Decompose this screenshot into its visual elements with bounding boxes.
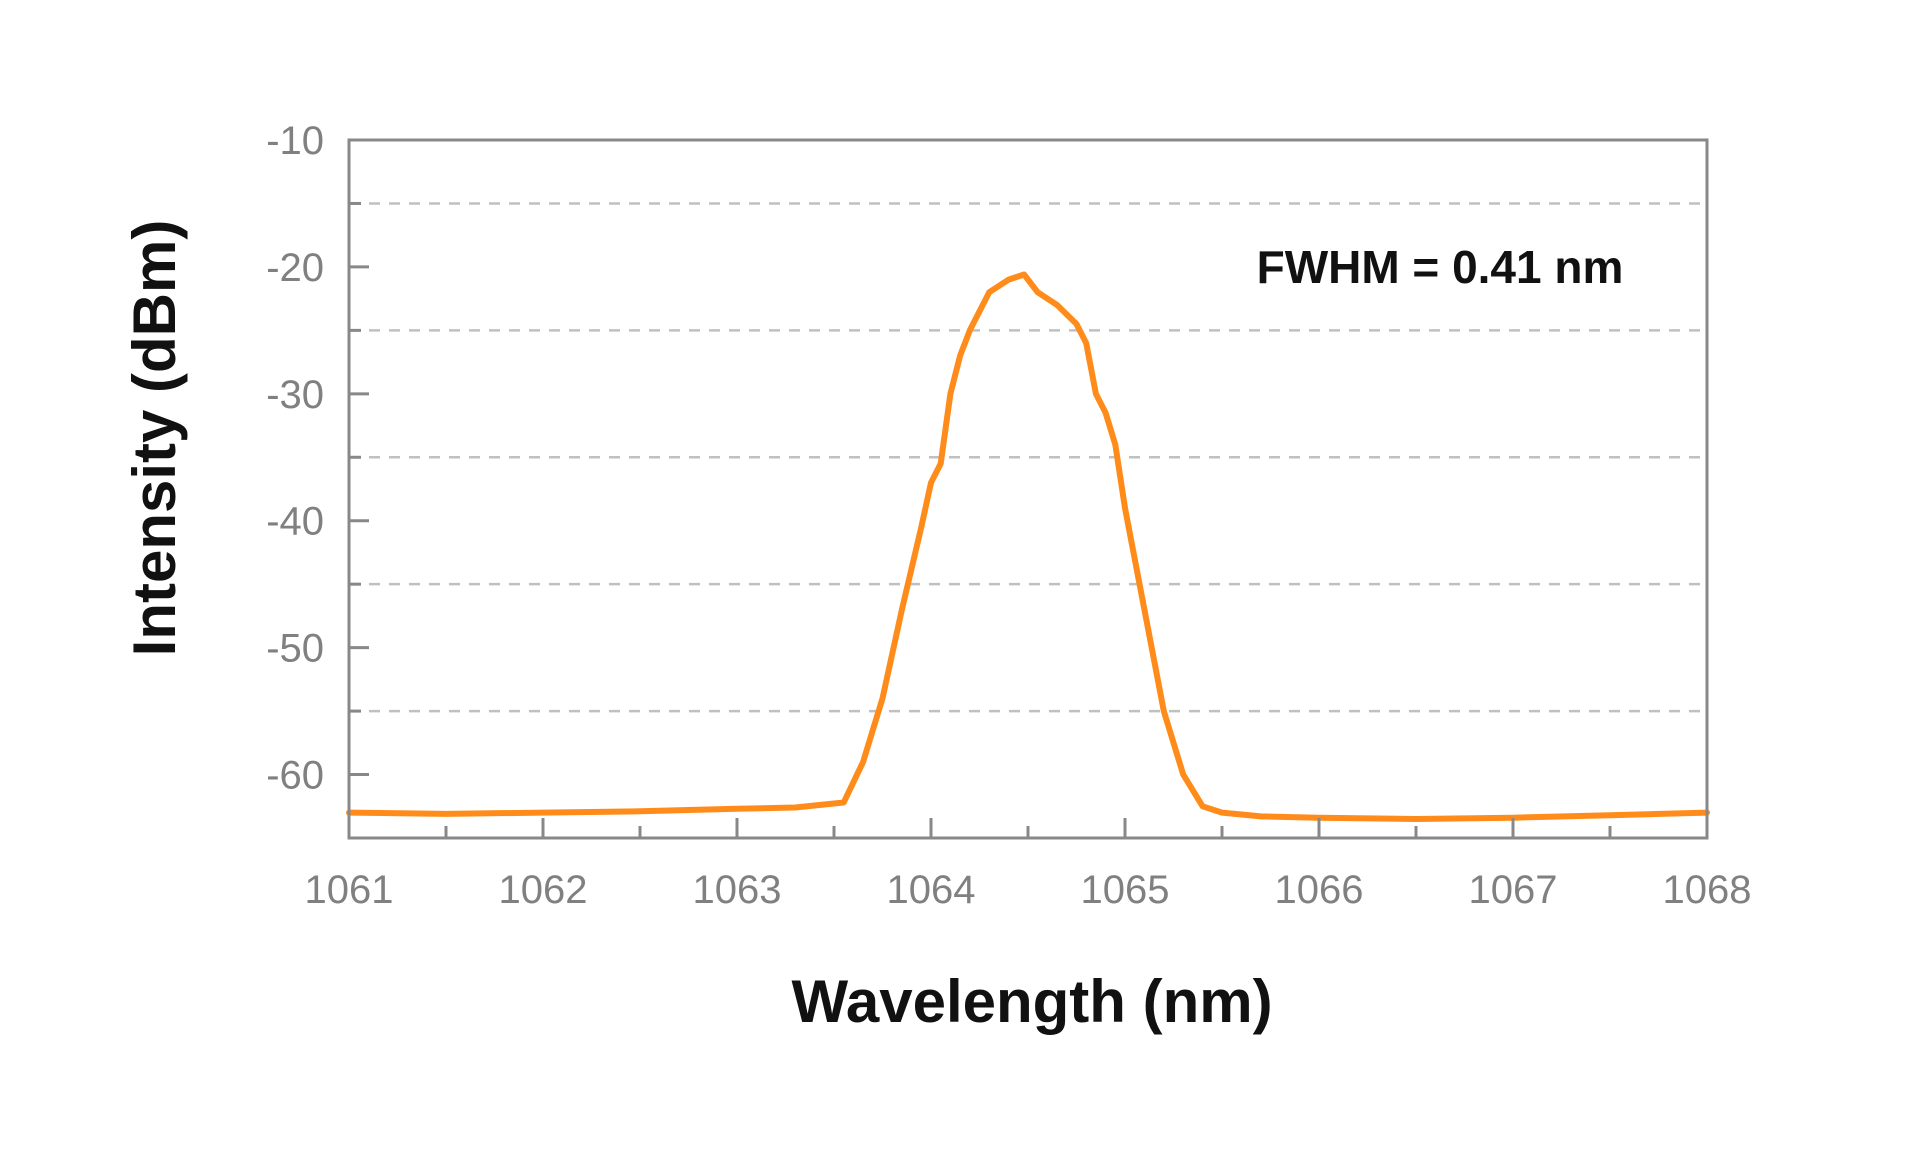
x-tick-label-0: 1061 xyxy=(305,868,394,912)
y-tick-layer: -60 -50 -40 -30 -20 -10 xyxy=(266,119,369,798)
spectrum-line-0 xyxy=(346,271,1710,822)
y-tick-label-2: -40 xyxy=(266,500,324,544)
series-layer xyxy=(346,271,1710,822)
x-tick-label-6: 1067 xyxy=(1469,868,1558,912)
x-tick-label-3: 1064 xyxy=(887,868,976,912)
x-tick-label-2: 1063 xyxy=(693,868,782,912)
y-tick-label-0: -60 xyxy=(266,754,324,798)
x-axis-title: Wavelength (nm) xyxy=(791,968,1272,1035)
x-tick-label-7: 1068 xyxy=(1663,868,1752,912)
y-tick-label-1: -50 xyxy=(266,627,324,671)
y-tick-label-5: -10 xyxy=(266,119,324,163)
fwhm-annotation: FWHM = 0.41 nm xyxy=(1257,241,1624,293)
y-tick-label-4: -20 xyxy=(266,246,324,290)
x-tick-label-1: 1062 xyxy=(499,868,588,912)
y-axis-title: Intensity (dBm) xyxy=(121,220,188,657)
grid-layer xyxy=(349,202,1707,713)
x-tick-label-4: 1065 xyxy=(1081,868,1170,912)
x-tick-label-5: 1066 xyxy=(1275,868,1364,912)
x-tick-layer: 1061 1062 1063 1064 1065 1066 1067 1068 xyxy=(305,818,1752,912)
y-tick-label-3: -30 xyxy=(266,373,324,417)
